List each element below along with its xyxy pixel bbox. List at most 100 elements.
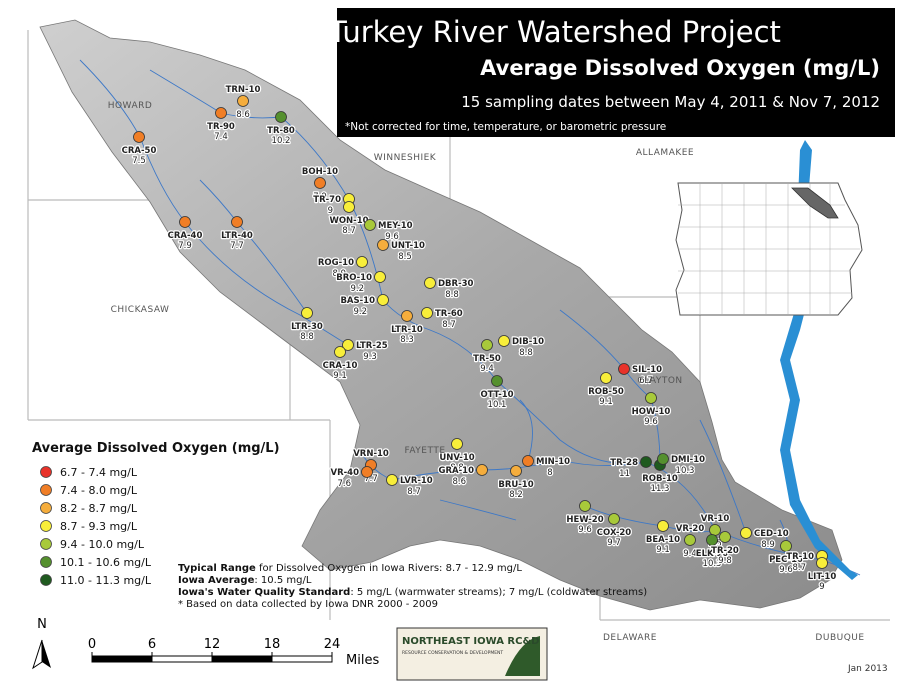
site-marker — [364, 219, 376, 231]
site-marker — [709, 524, 721, 536]
county-label: HOWARD — [108, 101, 153, 111]
site-value: 8.9 — [332, 269, 346, 279]
site-marker — [179, 216, 191, 228]
legend: 6.7 - 7.4 mg/L 7.4 - 8.0 mg/L 8.2 - 8.7 mg… — [40, 466, 152, 587]
site-value: 9.6 — [578, 525, 592, 535]
site-label: TR-70 — [313, 195, 341, 205]
site-marker — [401, 310, 413, 322]
site-marker — [356, 256, 368, 268]
north-label: N — [37, 617, 47, 632]
site-label: OTT-10 — [480, 390, 513, 400]
note-text: for Dissolved Oxygen in Iowa Rivers: 8.7… — [256, 563, 523, 574]
site-label: CRA-40 — [168, 231, 203, 241]
site-marker — [510, 465, 522, 477]
site-marker — [740, 527, 752, 539]
site-label: UNT-10 — [391, 241, 425, 251]
scale-segment — [211, 655, 273, 663]
site-label: LTR-30 — [291, 322, 323, 332]
site-label: BAS-10 — [340, 296, 375, 306]
legend-label: 8.2 - 8.7 mg/L — [60, 502, 138, 515]
county-label: DELAWARE — [603, 633, 657, 643]
site-marker — [640, 456, 652, 468]
site-value: 9.1 — [599, 397, 613, 407]
legend-label: 7.4 - 8.0 mg/L — [60, 484, 138, 497]
site-marker — [608, 513, 620, 525]
logo: NORTHEAST IOWA RC&D RESOURCE CONSERVATIO… — [396, 627, 548, 681]
site-label: COX-20 — [597, 528, 631, 538]
site-label: TR-20 — [711, 546, 739, 556]
scale-label: 6 — [148, 637, 156, 652]
site-label: ROB-50 — [588, 387, 624, 397]
site-label: CRA-10 — [323, 361, 358, 371]
site-value: 7.9 — [313, 192, 327, 202]
site-label: DMI-10 — [671, 455, 705, 465]
scale-label: 12 — [204, 637, 221, 652]
site-label: VR-10 — [701, 514, 730, 524]
logo-name: NORTHEAST IOWA RC&D — [402, 636, 539, 647]
scale-label: 0 — [88, 637, 96, 652]
note-text: : 5 mg/L (warmwater streams); 7 mg/L (co… — [350, 587, 647, 598]
scale-segment — [91, 655, 153, 663]
note-text: * Based on data collected by Iowa DNR 20… — [178, 599, 438, 610]
county-label: DUBUQUE — [815, 633, 864, 643]
site-label: TR-80 — [267, 126, 295, 136]
site-label: MIN-10 — [536, 457, 570, 467]
site-label: TR-10 — [786, 552, 814, 562]
site-marker — [374, 271, 386, 283]
site-marker — [215, 107, 227, 119]
site-value: 8 — [547, 468, 552, 478]
title: Turkey River Watershed Project — [328, 15, 781, 49]
site-value: 11 — [619, 469, 630, 479]
site-label: LTR-10 — [391, 325, 423, 335]
site-label: LTR-25 — [356, 341, 388, 351]
legend-title: Average Dissolved Oxygen (mg/L) — [32, 441, 280, 456]
site-value: 10.3 — [676, 466, 695, 476]
site-value: 9.3 — [363, 352, 377, 362]
site-label: CRA-50 — [122, 146, 157, 156]
site-value: 6.7 — [639, 376, 653, 386]
site-marker — [343, 201, 355, 213]
site-marker — [481, 339, 493, 351]
site-label: TRN-10 — [226, 85, 261, 95]
note: Iowa Average: 10.5 mg/L — [178, 575, 312, 586]
site-value: 9 — [328, 206, 333, 216]
legend-swatch — [40, 556, 52, 568]
site-label: HEW-20 — [566, 515, 603, 525]
site-label: PEC-10 — [769, 555, 803, 565]
site-marker — [133, 131, 145, 143]
site-label: SIL-10 — [632, 365, 662, 375]
logo-tree — [505, 636, 540, 676]
site-value: 8.6 — [452, 477, 466, 487]
legend-label: 9.4 - 10.0 mg/L — [60, 538, 145, 551]
county-label: ALLAMAKEE — [636, 148, 694, 158]
site-marker — [498, 335, 510, 347]
site-marker — [522, 455, 534, 467]
site-label: LTR-40 — [221, 231, 253, 241]
site-marker — [657, 453, 669, 465]
site-value: 8.6 — [236, 110, 250, 120]
site-marker — [314, 177, 326, 189]
legend-swatch — [40, 574, 52, 586]
scale-label: 24 — [324, 637, 341, 652]
scale-segment — [151, 655, 213, 663]
site-label: WON-10 — [329, 216, 368, 226]
site-marker — [237, 95, 249, 107]
site-label: MEY-10 — [378, 221, 413, 231]
site-value: 7.5 — [132, 156, 146, 166]
site-label: ELK-10 — [696, 549, 729, 559]
note-label: Typical Range — [178, 563, 256, 574]
note: * Based on data collected by Iowa DNR 20… — [178, 599, 438, 610]
site-marker — [301, 307, 313, 319]
site-marker — [377, 294, 389, 306]
site-label: VRN-10 — [353, 449, 389, 459]
site-marker — [421, 307, 433, 319]
site-marker — [816, 557, 828, 569]
site-label: LIT-10 — [808, 572, 837, 582]
site-value: 8.2 — [509, 490, 523, 500]
site-marker — [706, 534, 718, 546]
note-label: Iowa Average — [178, 575, 255, 586]
site-value: 8.8 — [450, 463, 464, 473]
